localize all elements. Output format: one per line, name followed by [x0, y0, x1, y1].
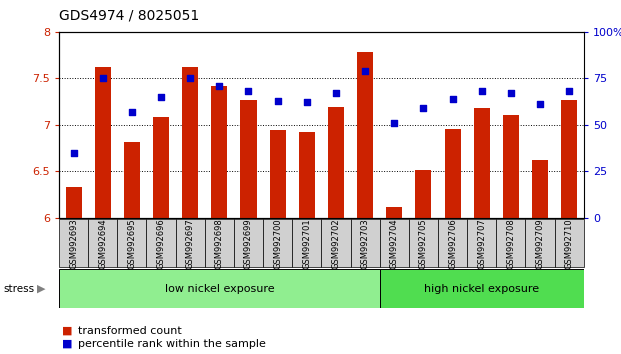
Text: GSM992704: GSM992704: [390, 218, 399, 269]
Bar: [415, 170, 432, 218]
Bar: [153, 118, 169, 218]
Text: ▶: ▶: [37, 284, 46, 293]
FancyBboxPatch shape: [496, 219, 525, 267]
FancyBboxPatch shape: [147, 219, 176, 267]
Bar: [124, 142, 140, 218]
Point: [564, 88, 574, 94]
Bar: [299, 132, 315, 218]
Bar: [474, 108, 490, 218]
Text: low nickel exposure: low nickel exposure: [165, 284, 274, 293]
Point: [331, 90, 341, 96]
Bar: [66, 187, 81, 218]
Point: [273, 98, 283, 103]
Text: GSM992705: GSM992705: [419, 218, 428, 269]
Text: GSM992710: GSM992710: [564, 218, 574, 269]
Text: GSM992697: GSM992697: [186, 218, 194, 269]
FancyBboxPatch shape: [379, 269, 584, 308]
Bar: [445, 130, 461, 218]
FancyBboxPatch shape: [205, 219, 234, 267]
Text: transformed count: transformed count: [78, 326, 181, 336]
Text: GSM992693: GSM992693: [69, 218, 78, 269]
Point: [302, 100, 312, 105]
Point: [419, 105, 428, 111]
Bar: [240, 100, 256, 218]
Point: [389, 120, 399, 126]
Point: [360, 68, 370, 74]
Text: GSM992709: GSM992709: [535, 218, 545, 269]
Bar: [182, 67, 198, 218]
Point: [156, 94, 166, 100]
FancyBboxPatch shape: [322, 219, 350, 267]
FancyBboxPatch shape: [88, 219, 117, 267]
Point: [68, 150, 78, 155]
Point: [214, 83, 224, 88]
Bar: [95, 67, 111, 218]
Point: [535, 102, 545, 107]
Point: [185, 75, 195, 81]
Text: GDS4974 / 8025051: GDS4974 / 8025051: [59, 9, 199, 23]
Text: GSM992707: GSM992707: [477, 218, 486, 269]
FancyBboxPatch shape: [59, 269, 379, 308]
Text: GSM992698: GSM992698: [215, 218, 224, 269]
Text: stress: stress: [3, 284, 34, 293]
Text: GSM992703: GSM992703: [361, 218, 369, 269]
FancyBboxPatch shape: [117, 219, 147, 267]
FancyBboxPatch shape: [263, 219, 292, 267]
Text: high nickel exposure: high nickel exposure: [424, 284, 539, 293]
FancyBboxPatch shape: [59, 219, 88, 267]
FancyBboxPatch shape: [409, 219, 438, 267]
FancyBboxPatch shape: [176, 219, 205, 267]
Text: ■: ■: [62, 339, 73, 349]
Text: GSM992706: GSM992706: [448, 218, 457, 269]
Text: percentile rank within the sample: percentile rank within the sample: [78, 339, 266, 349]
Point: [97, 75, 107, 81]
Text: GSM992699: GSM992699: [244, 218, 253, 269]
FancyBboxPatch shape: [234, 219, 263, 267]
Text: GSM992695: GSM992695: [127, 218, 137, 269]
Point: [243, 88, 253, 94]
Point: [477, 88, 487, 94]
FancyBboxPatch shape: [525, 219, 555, 267]
Bar: [211, 86, 227, 218]
Text: GSM992696: GSM992696: [156, 218, 166, 269]
Point: [448, 96, 458, 102]
Bar: [532, 160, 548, 218]
Bar: [328, 107, 344, 218]
Point: [506, 90, 516, 96]
FancyBboxPatch shape: [467, 219, 496, 267]
FancyBboxPatch shape: [438, 219, 467, 267]
FancyBboxPatch shape: [379, 219, 409, 267]
Text: ■: ■: [62, 326, 73, 336]
Point: [127, 109, 137, 115]
Text: GSM992694: GSM992694: [98, 218, 107, 269]
Bar: [270, 130, 286, 218]
Text: GSM992702: GSM992702: [332, 218, 340, 269]
Text: GSM992700: GSM992700: [273, 218, 282, 269]
FancyBboxPatch shape: [292, 219, 322, 267]
Bar: [386, 207, 402, 218]
Bar: [503, 115, 519, 218]
FancyBboxPatch shape: [350, 219, 379, 267]
Bar: [561, 100, 577, 218]
Bar: [357, 52, 373, 218]
Text: GSM992701: GSM992701: [302, 218, 311, 269]
FancyBboxPatch shape: [555, 219, 584, 267]
Text: GSM992708: GSM992708: [506, 218, 515, 269]
